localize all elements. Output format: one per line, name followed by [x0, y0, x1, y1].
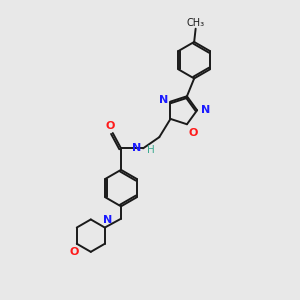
Text: N: N [132, 143, 142, 153]
Text: N: N [159, 95, 168, 105]
Text: O: O [188, 128, 198, 138]
Text: O: O [106, 121, 115, 131]
Text: N: N [201, 105, 210, 115]
Text: O: O [69, 247, 79, 257]
Text: H: H [147, 145, 155, 155]
Text: CH₃: CH₃ [187, 17, 205, 28]
Text: N: N [103, 214, 112, 225]
